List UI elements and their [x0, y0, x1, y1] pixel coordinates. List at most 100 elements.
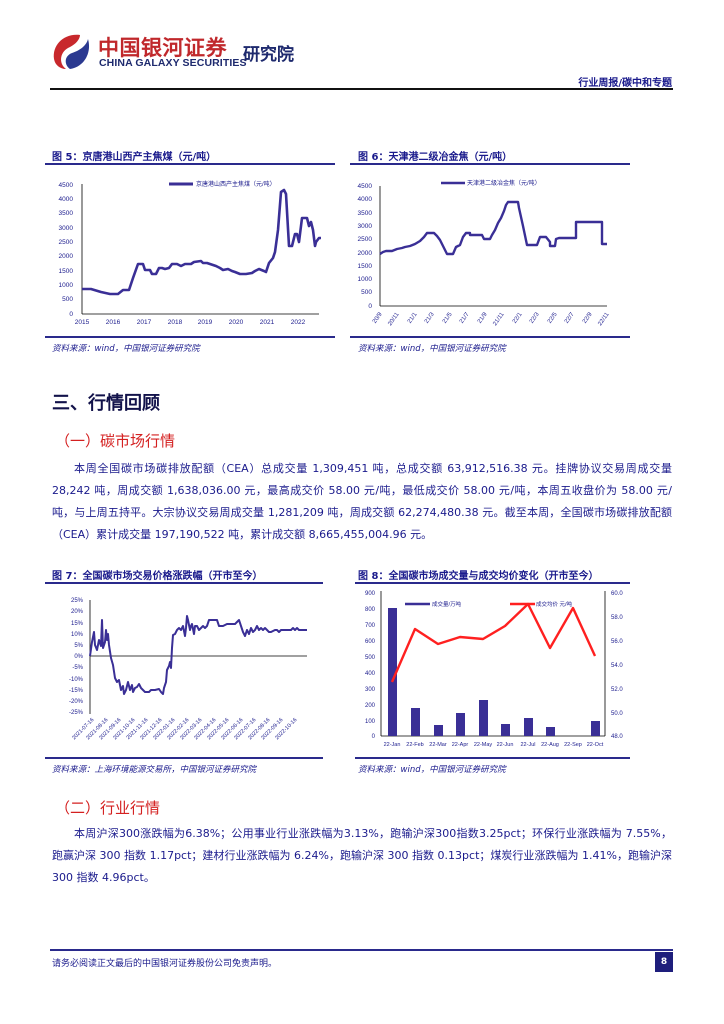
svg-text:25%: 25% [71, 598, 84, 604]
svg-text:22/11: 22/11 [597, 311, 611, 327]
svg-text:1000: 1000 [59, 282, 74, 289]
svg-text:1500: 1500 [59, 268, 74, 275]
svg-text:22-Sep: 22-Sep [564, 742, 582, 748]
svg-text:21/9: 21/9 [477, 311, 489, 325]
logo-institute: 研究院 [243, 45, 294, 65]
svg-text:3000: 3000 [358, 223, 373, 230]
svg-text:22-Jun: 22-Jun [497, 742, 514, 748]
fig7-title: 图 7：全国碳市场交易价格涨跌幅（开市至今） [52, 571, 263, 582]
svg-text:2015: 2015 [75, 319, 90, 326]
svg-text:700: 700 [365, 623, 376, 629]
svg-text:22-Apr: 22-Apr [452, 742, 469, 748]
subsection-heading-industry-market: （二）行业行情 [55, 799, 161, 817]
svg-text:2016: 2016 [106, 319, 121, 326]
fig5-bottom-rule [45, 336, 335, 338]
svg-text:22/3: 22/3 [529, 311, 541, 325]
svg-text:2000: 2000 [358, 250, 373, 257]
svg-text:21/3: 21/3 [424, 311, 436, 325]
svg-text:300: 300 [365, 687, 376, 693]
fig8-top-rule [355, 582, 630, 584]
svg-text:20/9: 20/9 [372, 311, 384, 325]
svg-text:1500: 1500 [358, 263, 373, 270]
fig8-source: 资料来源：wind，中国银河证券研究院 [358, 765, 506, 775]
svg-text:21/11: 21/11 [492, 311, 506, 327]
svg-text:21/7: 21/7 [459, 311, 471, 325]
svg-text:0: 0 [69, 311, 73, 318]
fig8-title: 图 8：全国碳市场成交量与成交均价变化（开市至今） [358, 571, 599, 582]
svg-text:天津港二级冶金焦（元/吨）: 天津港二级冶金焦（元/吨） [467, 179, 541, 187]
svg-text:-10%: -10% [69, 677, 84, 683]
galaxy-logo-icon [53, 34, 90, 69]
svg-text:10%: 10% [71, 632, 84, 638]
svg-text:4000: 4000 [358, 196, 373, 203]
svg-text:22/7: 22/7 [564, 311, 576, 325]
svg-text:200: 200 [365, 703, 376, 709]
svg-text:56.0: 56.0 [611, 639, 623, 645]
carbon-market-paragraph: 本周全国碳市场碳排放配额（CEA）总成交量 1,309,451 吨，总成交额 6… [52, 462, 672, 541]
fig6-bottom-rule [350, 336, 630, 338]
svg-text:2019: 2019 [198, 319, 213, 326]
svg-text:54.0: 54.0 [611, 663, 623, 669]
svg-text:58.0: 58.0 [611, 615, 623, 621]
svg-text:22-Jul: 22-Jul [521, 742, 536, 748]
svg-text:3500: 3500 [358, 210, 373, 217]
svg-text:100: 100 [365, 719, 376, 725]
svg-text:20/11: 20/11 [387, 311, 401, 327]
fig6-top-rule [350, 163, 630, 165]
svg-text:2022: 2022 [291, 319, 306, 326]
svg-text:22-Jan: 22-Jan [384, 742, 401, 748]
header: 中国银河证券 CHINA GALAXY SECURITIES 研究院 行业周报/… [0, 0, 724, 92]
svg-text:500: 500 [62, 296, 73, 303]
svg-text:20%: 20% [71, 609, 84, 615]
svg-text:京唐港山西产主焦煤（元/吨）: 京唐港山西产主焦煤（元/吨） [196, 180, 276, 188]
fig8-chart: 900 800 700 600 500 400 300 200 100 0 60… [365, 591, 623, 748]
svg-text:60.0: 60.0 [611, 591, 623, 597]
fig7-bottom-rule [45, 757, 323, 759]
fig7-top-rule [45, 582, 323, 584]
svg-text:2021: 2021 [260, 319, 275, 326]
svg-text:成交均价 元/吨: 成交均价 元/吨 [536, 600, 573, 608]
svg-text:2000: 2000 [59, 253, 74, 260]
svg-text:2020: 2020 [229, 319, 244, 326]
report-tag: 行业周报/碳中和专题 [578, 78, 672, 89]
disclaimer-notice: 请务必阅读正文最后的中国银河证券股份公司免责声明。 [52, 959, 278, 969]
svg-text:4000: 4000 [59, 196, 74, 203]
svg-text:21/1: 21/1 [407, 311, 419, 325]
svg-text:4500: 4500 [59, 182, 74, 189]
footer-divider [50, 949, 673, 951]
svg-text:3500: 3500 [59, 210, 74, 217]
svg-text:3000: 3000 [59, 225, 74, 232]
svg-text:15%: 15% [71, 621, 84, 627]
subsection-heading-carbon-market: （一）碳市场行情 [55, 432, 176, 450]
logo-en: CHINA GALAXY SECURITIES [99, 57, 247, 69]
fig7-source: 资料来源：上海环境能源交易所，中国银河证券研究院 [52, 765, 257, 775]
svg-text:22/1: 22/1 [512, 311, 524, 325]
section-heading-market-review: 三、行情回顾 [52, 393, 160, 414]
svg-text:900: 900 [365, 591, 376, 597]
industry-market-paragraph: 本周沪深300涨跌幅为6.38%；公用事业行业涨跌幅为3.13%，跑输沪深300… [52, 827, 672, 884]
svg-text:500: 500 [365, 655, 376, 661]
fig6-title: 图 6：天津港二级冶金焦（元/吨） [358, 152, 513, 163]
svg-text:0: 0 [372, 734, 376, 740]
svg-text:600: 600 [365, 639, 376, 645]
svg-text:0%: 0% [74, 654, 83, 660]
fig8-bottom-rule [355, 757, 630, 759]
svg-text:21/5: 21/5 [442, 311, 454, 325]
svg-text:0: 0 [368, 303, 372, 310]
svg-text:4500: 4500 [358, 183, 373, 190]
svg-text:22-Mar: 22-Mar [429, 742, 447, 748]
svg-text:5%: 5% [74, 643, 83, 649]
svg-text:48.0: 48.0 [611, 734, 623, 740]
svg-text:2500: 2500 [59, 239, 74, 246]
fig6-chart: 4500 4000 3500 3000 2500 2000 1500 1000 … [358, 179, 611, 327]
fig5-source: 资料来源：wind，中国银河证券研究院 [52, 344, 200, 354]
header-divider [50, 88, 673, 90]
svg-text:52.0: 52.0 [611, 687, 623, 693]
svg-text:-20%: -20% [69, 699, 84, 705]
svg-text:22/9: 22/9 [582, 311, 594, 325]
svg-text:-25%: -25% [69, 710, 84, 716]
svg-text:-5%: -5% [72, 665, 83, 671]
svg-text:50.0: 50.0 [611, 711, 623, 717]
svg-text:22/5: 22/5 [547, 311, 559, 325]
svg-text:成交量/万吨: 成交量/万吨 [432, 600, 462, 608]
